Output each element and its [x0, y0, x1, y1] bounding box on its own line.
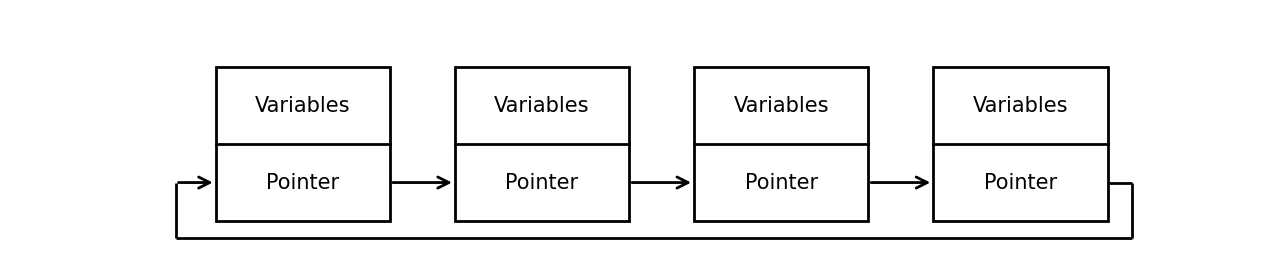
Text: Pointer: Pointer [984, 173, 1057, 193]
Bar [694, 67, 868, 221]
Bar [216, 67, 390, 221]
Text: Variables: Variables [972, 96, 1069, 116]
Text: Pointer: Pointer [266, 173, 340, 193]
Text: Variables: Variables [733, 96, 829, 116]
Bar [934, 67, 1107, 221]
Text: Pointer: Pointer [505, 173, 579, 193]
Text: Variables: Variables [494, 96, 590, 116]
Bar [455, 67, 629, 221]
Text: Pointer: Pointer [745, 173, 818, 193]
Text: Variables: Variables [255, 96, 351, 116]
